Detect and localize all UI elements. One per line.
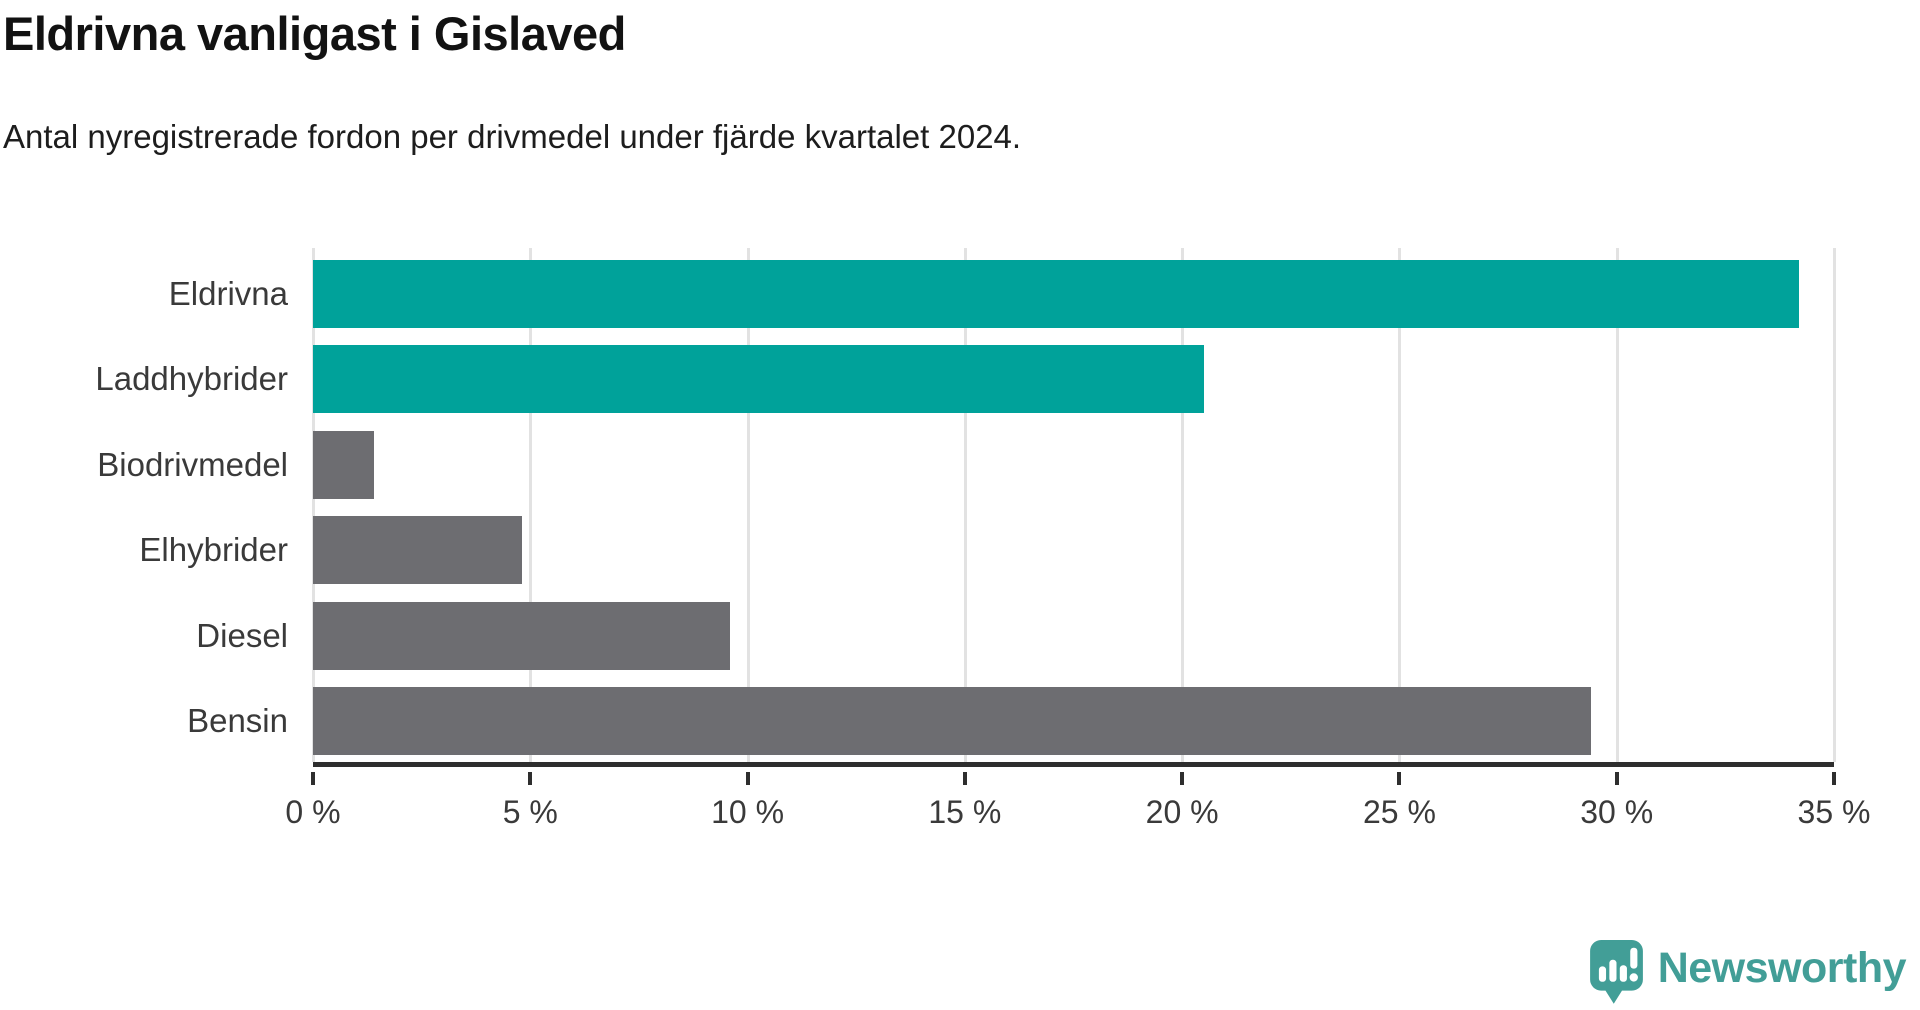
bar-elhybrider <box>313 516 522 584</box>
x-axis-tick <box>1614 772 1619 785</box>
x-axis-tick <box>745 772 750 785</box>
x-axis-tick-label: 0 % <box>285 794 341 830</box>
chart-title: Eldrivna vanligast i Gislaved <box>3 7 626 60</box>
x-axis-tick <box>311 772 315 785</box>
x-axis-tick <box>962 772 967 785</box>
gridline <box>1833 248 1836 762</box>
gridline <box>1615 248 1619 762</box>
category-label-elhybrider: Elhybrider <box>139 531 288 568</box>
gridline <box>312 248 315 762</box>
plot-area <box>312 248 1836 767</box>
gridline <box>1398 248 1402 762</box>
category-labels-column: Eldrivna Laddhybrider Biodrivmedel Elhybrid… <box>0 248 288 767</box>
x-axis-tick-label: 30 % <box>1580 794 1654 830</box>
category-label-laddhybrider: Laddhybrider <box>95 360 288 397</box>
bar-diesel <box>313 602 730 670</box>
x-axis: 0 % 5 % 10 % 15 % 20 % 25 % 30 % 35 % <box>285 772 1870 842</box>
category-label-bensin: Bensin <box>187 702 288 739</box>
bar-eldrivna <box>313 260 1799 328</box>
x-axis-tick-label: 5 % <box>502 794 558 830</box>
category-label-biodrivmedel: Biodrivmedel <box>97 446 288 483</box>
category-label-eldrivna: Eldrivna <box>168 275 288 312</box>
newsworthy-branding: Newsworthy <box>1589 940 1907 1006</box>
x-axis-tick <box>528 772 533 785</box>
x-axis-tick-label: 20 % <box>1145 794 1219 830</box>
x-axis-tick <box>1832 772 1836 785</box>
bar-chart-speech-bubble-icon <box>1589 940 1643 1004</box>
x-axis-tick-label: 25 % <box>1362 794 1436 830</box>
x-axis-tick <box>1180 772 1185 785</box>
gridline <box>746 248 750 762</box>
gridline <box>1181 248 1185 762</box>
x-axis-tick <box>1397 772 1402 785</box>
x-axis-tick-label: 15 % <box>928 794 1002 830</box>
gridline <box>963 248 967 762</box>
chart-subtitle: Antal nyregistrerade fordon per drivmede… <box>3 118 1022 155</box>
bar-bensin <box>313 687 1591 755</box>
gridline <box>529 248 533 762</box>
x-axis-tick-label: 10 % <box>711 794 785 830</box>
bar-laddhybrider <box>313 345 1204 413</box>
bar-biodrivmedel <box>313 431 374 499</box>
x-axis-tick-label: 35 % <box>1797 794 1871 830</box>
newsworthy-logo-text: Newsworthy <box>1657 943 1907 992</box>
category-label-diesel: Diesel <box>196 617 288 654</box>
